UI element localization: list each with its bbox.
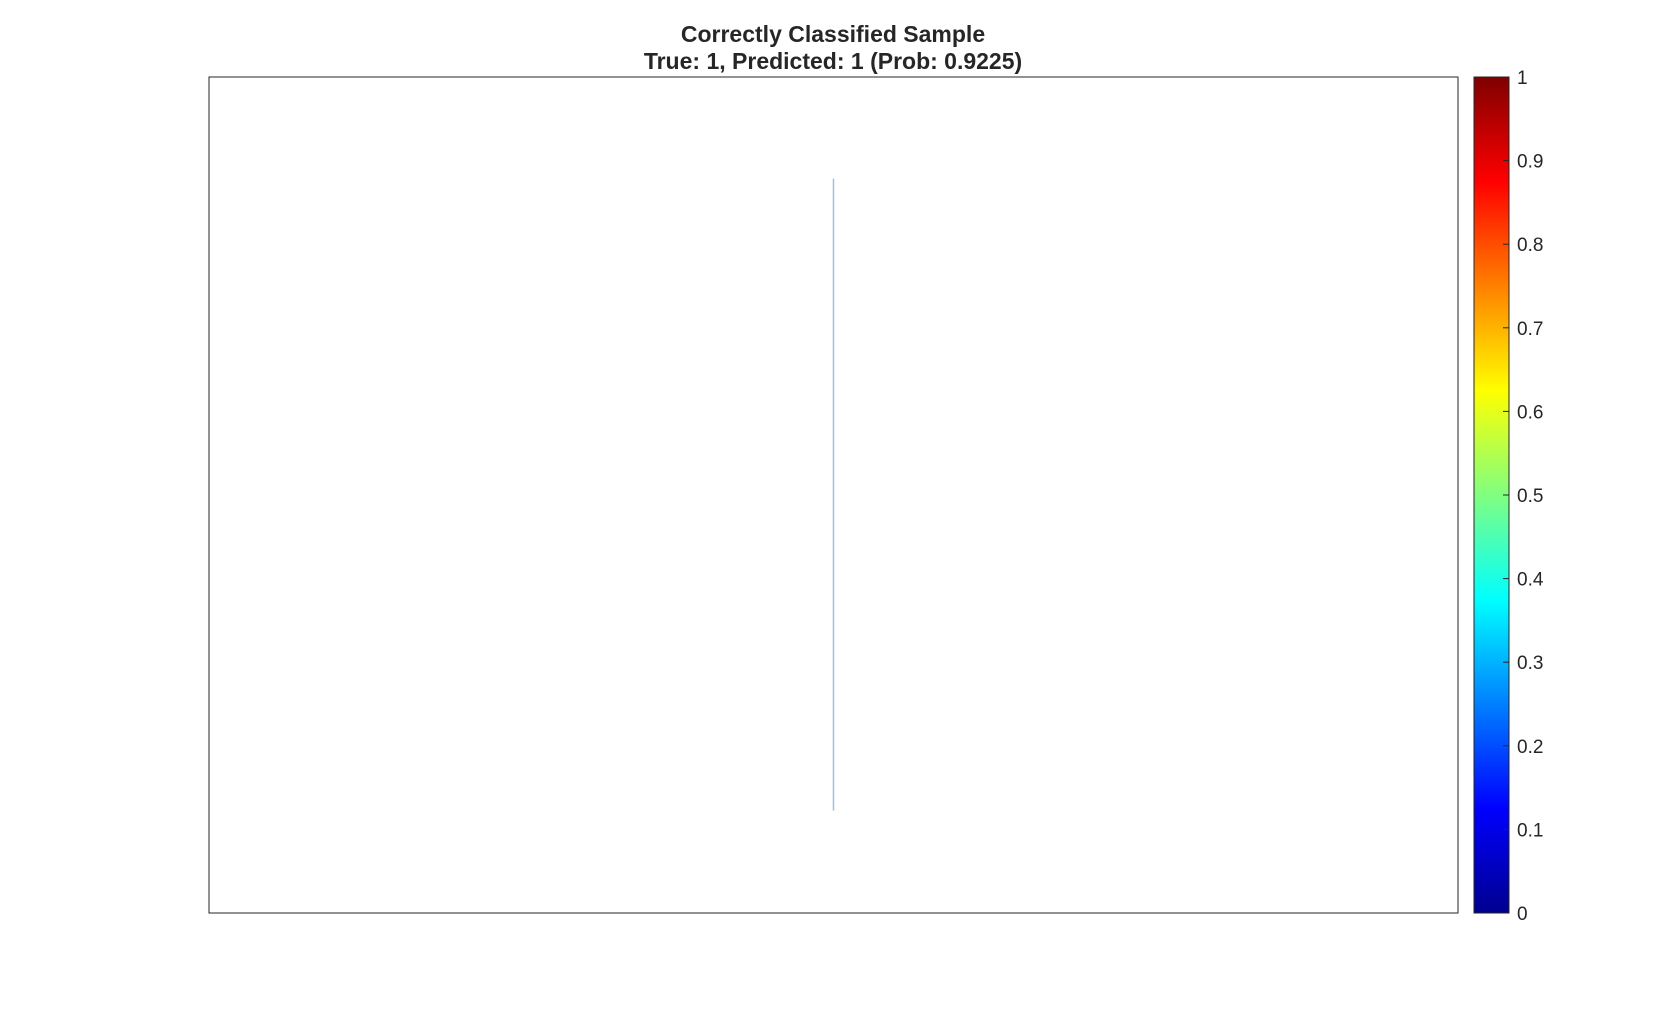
- colorbar-tick-label: 1: [1517, 68, 1528, 89]
- colorbar-tick-label: 0.1: [1517, 820, 1543, 841]
- chart-title: Correctly Classified Sample: [681, 21, 985, 47]
- colorbar-tick-label: 0: [1517, 904, 1528, 925]
- colorbar-tick-label: 0.8: [1517, 235, 1543, 256]
- colorbar-tick-label: 0.2: [1517, 737, 1543, 758]
- colorbar-tick-label: 0.7: [1517, 319, 1543, 340]
- chart-subtitle: True: 1, Predicted: 1 (Prob: 0.9225): [644, 48, 1022, 74]
- colorbar-tick-label: 0.3: [1517, 653, 1543, 674]
- colorbar-tick-label: 0.6: [1517, 402, 1543, 423]
- colorbar-ticks: 0 0.1 0.2 0.3 0.4 0.5 0.6 0.7 0.8 0.9 1: [1503, 68, 1544, 925]
- colorbar-tick-label: 0.9: [1517, 152, 1543, 173]
- colorbar-tick-label: 0.4: [1517, 570, 1544, 591]
- colorbar-tick-label: 0.5: [1517, 486, 1543, 507]
